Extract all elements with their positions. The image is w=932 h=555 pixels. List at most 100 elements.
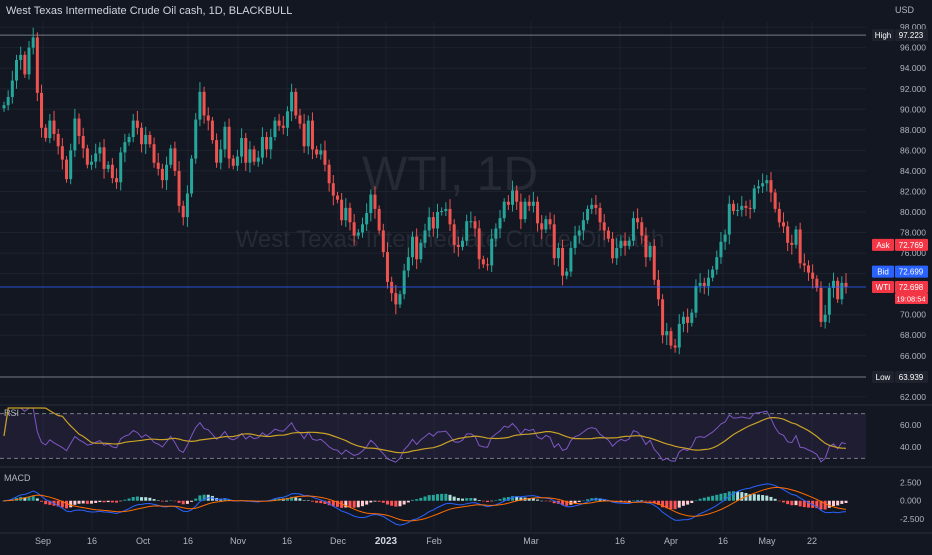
high-tag-value: 97.223 [899, 31, 924, 40]
candle-body [277, 120, 281, 126]
candle-body [561, 247, 565, 276]
macd-histogram-bar [586, 499, 590, 501]
macd-histogram-bar [319, 500, 323, 504]
candle-body [594, 204, 598, 208]
macd-histogram-bar [690, 500, 694, 504]
macd-histogram-bar [98, 500, 102, 503]
candle-body [269, 137, 273, 150]
candle-body [140, 127, 144, 145]
candle-body [252, 149, 256, 162]
candle-body [823, 314, 827, 322]
macd-histogram-bar [177, 500, 181, 503]
candle-body [515, 190, 519, 202]
candle-body [694, 285, 698, 313]
candle-body [260, 137, 264, 158]
candle-body [144, 134, 148, 145]
time-tick-label: Dec [330, 536, 347, 546]
candle-body [23, 54, 27, 75]
candle-body [81, 136, 85, 149]
macd-histogram-bar [223, 498, 227, 501]
candle-body [302, 123, 306, 147]
ask-tag-label: Ask [876, 241, 890, 250]
macd-histogram-bar [573, 500, 577, 504]
time-tick-label: 16 [87, 536, 97, 546]
candle-body [94, 153, 98, 162]
candle-body [844, 282, 848, 287]
macd-histogram-bar [736, 491, 740, 501]
candle-body [619, 240, 623, 248]
macd-histogram-bar [815, 500, 819, 509]
macd-histogram-bar [331, 500, 335, 507]
candle-body [452, 224, 456, 245]
macd-histogram-bar [444, 493, 448, 501]
wti-tag-label: WTI [876, 283, 891, 292]
candle-body [752, 188, 756, 209]
candle-body [731, 203, 735, 211]
candle-body [215, 140, 219, 163]
macd-histogram-bar [540, 500, 544, 502]
macd-histogram-bar [527, 498, 531, 501]
macd-histogram-bar [781, 500, 785, 503]
candle-body [285, 111, 289, 128]
macd-histogram-bar [769, 496, 773, 501]
candle-body [65, 159, 69, 180]
candle-body [35, 37, 39, 93]
candle-body [69, 150, 73, 180]
candle-body [44, 127, 48, 139]
candle-body [786, 226, 790, 243]
macd-histogram-bar [511, 496, 515, 501]
macd-histogram-bar [202, 494, 206, 501]
candle-body [602, 222, 606, 231]
candle-body [173, 148, 177, 171]
candle-body [836, 280, 840, 300]
macd-histogram-bar [436, 494, 440, 501]
candle-body [744, 205, 748, 208]
candle-body [2, 105, 6, 109]
candle-body [819, 288, 823, 322]
time-tick-label: Mar [523, 536, 539, 546]
macd-histogram-bar [836, 500, 840, 506]
macd-histogram-bar [477, 499, 481, 501]
candle-body [769, 180, 773, 193]
bid-tag-label-bg [872, 265, 894, 278]
macd-title: MACD [4, 473, 31, 483]
price-tick-label: 90.000 [900, 104, 926, 114]
candle-body [398, 294, 402, 305]
macd-histogram-bar [581, 500, 585, 502]
high-tag-label-bg [872, 29, 894, 42]
candle-body [19, 54, 23, 60]
candle-body [536, 201, 540, 224]
candle-body [265, 137, 269, 150]
candle-body [773, 192, 777, 209]
candle-body [781, 222, 785, 227]
candle-body [202, 91, 206, 116]
candle-body [427, 217, 431, 231]
candle-body [352, 222, 356, 236]
macd-histogram-bar [160, 500, 164, 502]
macd-histogram-bar [765, 495, 769, 501]
candle-body [623, 240, 627, 246]
macd-histogram-bar [698, 498, 702, 501]
candle-body [48, 120, 52, 139]
macd-histogram-bar [85, 500, 89, 504]
macd-histogram-bar [365, 500, 369, 505]
candle-body [740, 205, 744, 210]
candle-body [340, 199, 344, 221]
candle-body [419, 242, 423, 260]
macd-histogram-bar [706, 496, 710, 501]
price-tick-label: 98.000 [900, 22, 926, 32]
macd-histogram-bar [831, 500, 835, 507]
macd-histogram-bar [461, 498, 465, 501]
macd-histogram-bar [377, 500, 381, 502]
candle-body [306, 120, 310, 147]
ask-tag-value: 72.769 [899, 241, 924, 250]
candle-body [219, 149, 223, 163]
candle-body [677, 323, 681, 348]
candle-body [448, 208, 452, 225]
macd-histogram-bar [140, 497, 144, 501]
macd-histogram-bar [394, 500, 398, 507]
low-tag-value: 63.939 [899, 373, 924, 382]
price-tick-label: 76.000 [900, 248, 926, 258]
